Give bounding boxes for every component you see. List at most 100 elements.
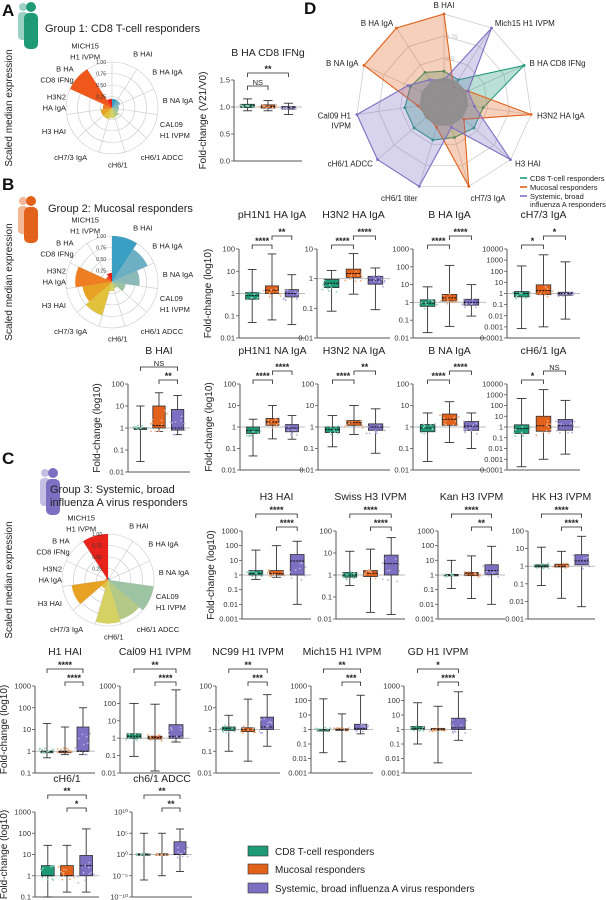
data-point	[62, 747, 65, 750]
box-iqr	[535, 284, 552, 295]
box-panel-ph1n1-na-iga: pH1N1 NA IgA Fold-change (log10) 0.01 0.1 1 1…	[204, 345, 307, 475]
rose-wedge	[112, 98, 117, 108]
data-point	[183, 422, 186, 425]
data-point	[224, 724, 227, 727]
data-point	[245, 571, 248, 574]
rose-category-label: cH6/1	[108, 334, 128, 343]
rose-wedge	[112, 249, 148, 282]
data-point	[353, 571, 355, 574]
data-point	[127, 737, 130, 740]
data-point	[343, 729, 346, 731]
y-tick-label: 10	[227, 267, 235, 276]
data-point	[138, 732, 141, 735]
data-point	[126, 732, 129, 735]
rose-category-label: cH7/3 IgA	[54, 153, 87, 162]
data-point	[424, 307, 427, 310]
box-iqr	[170, 409, 185, 431]
data-point	[125, 738, 127, 741]
panel-title: NC99 H1 IVPM	[212, 646, 284, 658]
data-point	[290, 106, 292, 109]
data-point	[519, 292, 521, 294]
data-point	[257, 296, 259, 299]
rose-wedge	[108, 578, 111, 580]
y-tick-label: 1	[396, 725, 400, 734]
rose-grid-spoke	[111, 107, 147, 139]
rose-category-label: H1 IVPM	[160, 131, 190, 140]
data-point	[446, 574, 449, 577]
data-point	[375, 432, 378, 435]
data-point	[365, 572, 367, 575]
data-point	[588, 561, 590, 564]
data-point	[247, 728, 250, 731]
rose-wedge	[71, 580, 108, 605]
y-tick-label: 0.1	[21, 769, 31, 778]
box-panel-b-hai: B HAI Fold-change (log10) 0.01 0.1 1 10 100 **N…	[92, 345, 190, 477]
data-point	[451, 719, 454, 721]
y-tick-label: 1	[234, 571, 238, 580]
data-point	[291, 429, 294, 432]
y-tick-label: 1	[27, 871, 31, 880]
person-head	[26, 2, 36, 12]
data-point	[291, 433, 293, 436]
box-iqr	[152, 405, 166, 429]
radar-point	[529, 113, 533, 116]
rose-category-label: MICH15	[71, 42, 99, 51]
y-tick-label: 100	[18, 703, 31, 712]
data-point	[360, 723, 363, 726]
data-point	[327, 290, 330, 292]
significance-bracket	[64, 681, 84, 686]
data-point	[70, 751, 73, 754]
data-point	[418, 728, 420, 731]
significance-bracket	[276, 526, 298, 531]
data-point	[68, 878, 71, 881]
panel-title: cH6/1 IgA	[520, 345, 566, 357]
y-tick-label: 1	[120, 424, 124, 433]
rose-grid-spoke	[107, 541, 134, 581]
rose-category-label: B HAI	[129, 521, 149, 530]
data-point	[57, 866, 60, 868]
y-tick-label: 10000	[482, 380, 503, 389]
data-point	[439, 414, 441, 417]
rose-category-label: cH6/1	[104, 632, 124, 641]
data-point	[271, 573, 274, 576]
data-point	[246, 298, 249, 301]
data-point	[381, 562, 384, 564]
data-point	[44, 747, 46, 750]
data-point	[361, 424, 364, 427]
rose-category-label: B HA	[56, 65, 74, 74]
rose-category-label: H1 IVPM	[156, 603, 186, 612]
radar-point	[376, 158, 379, 162]
person-head	[26, 196, 36, 206]
rose-wedge	[75, 266, 112, 288]
data-point	[477, 576, 480, 579]
data-point	[242, 725, 245, 728]
significance-bracket	[251, 244, 273, 249]
y-tick-label: 10	[495, 412, 503, 421]
box-iqr	[289, 554, 305, 576]
data-point	[186, 846, 189, 849]
data-point	[571, 431, 573, 434]
y-tick-label: 0.01	[394, 334, 409, 343]
data-point	[420, 431, 423, 434]
data-point	[50, 865, 52, 868]
rose-tick-label: 0.50	[92, 555, 102, 561]
data-point	[587, 556, 590, 559]
box-iqr	[574, 554, 589, 566]
data-point	[357, 424, 360, 427]
y-axis-label: Fold-change (log10)	[0, 810, 10, 900]
rose-grid-spoke	[111, 88, 154, 109]
rose-tick-label: 0.75	[96, 72, 106, 78]
data-point	[355, 270, 358, 273]
y-tick-label: 10	[23, 850, 31, 859]
data-point	[387, 579, 389, 581]
significance-label: ****	[432, 371, 447, 381]
data-point	[475, 432, 478, 435]
data-point	[183, 429, 186, 432]
data-point	[380, 278, 383, 281]
data-point	[330, 286, 333, 289]
data-point	[546, 287, 549, 290]
data-point	[360, 275, 363, 278]
rose-category-label: CD8 IFNg	[40, 76, 73, 85]
y-tick-label: 0.01	[488, 444, 503, 453]
